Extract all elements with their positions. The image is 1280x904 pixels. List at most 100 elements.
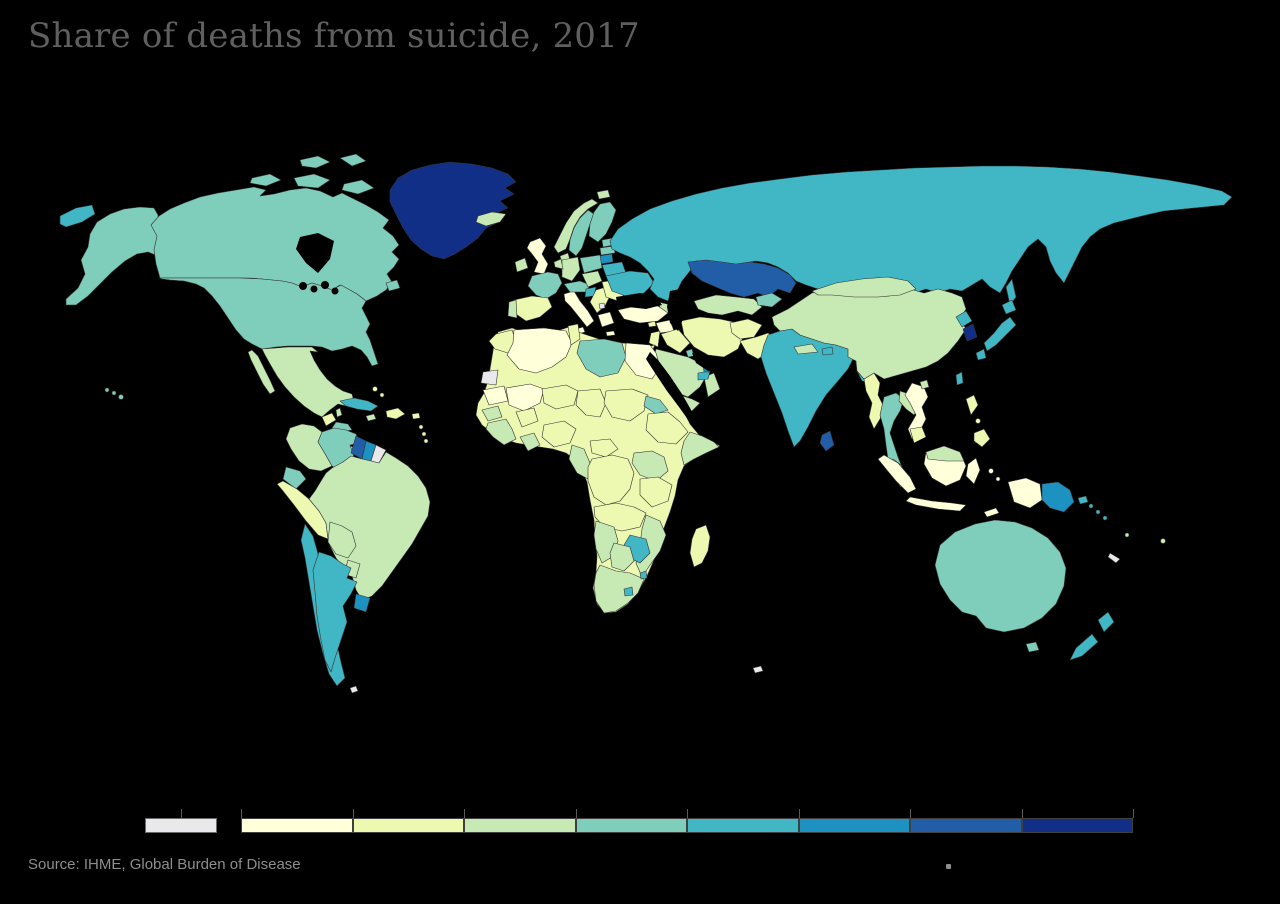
country-peru[interactable]: [276, 480, 329, 540]
country-new-caledonia[interactable]: [1107, 552, 1121, 564]
country-philippines-mindanao[interactable]: [973, 428, 991, 448]
country-united-kingdom[interactable]: [526, 237, 549, 275]
country-senegal[interactable]: [481, 405, 503, 422]
country-eritrea[interactable]: [643, 395, 669, 415]
country-png-new-britain[interactable]: [1077, 495, 1089, 505]
country-sudan[interactable]: [603, 388, 649, 422]
country-usa-hawaii[interactable]: [104, 387, 110, 393]
country-sri-lanka[interactable]: [819, 430, 835, 452]
country-canada-arctic-island[interactable]: [249, 173, 282, 187]
country-russia-sakhalin[interactable]: [1005, 278, 1017, 306]
country-russia-chukotka-fragment[interactable]: [59, 204, 96, 228]
country-kyrgyzstan[interactable]: [755, 292, 783, 308]
country-uruguay[interactable]: [353, 593, 371, 613]
country-taiwan[interactable]: [955, 371, 964, 386]
country-nigeria[interactable]: [541, 420, 577, 448]
country-falkland-islands[interactable]: [349, 685, 359, 694]
country-svalbard[interactable]: [596, 189, 611, 200]
country-dr-congo[interactable]: [587, 454, 635, 506]
country-solomon-islands[interactable]: [1095, 509, 1101, 515]
country-guinea-ivory-coast[interactable]: [485, 418, 517, 446]
country-mali[interactable]: [505, 383, 545, 412]
country-niger[interactable]: [541, 384, 579, 410]
legend-bin-segment[interactable]: [1021, 818, 1133, 833]
country-indonesia-moluccas[interactable]: [988, 468, 994, 474]
country-new-zealand-south[interactable]: [1069, 633, 1099, 661]
country-somalia[interactable]: [680, 431, 720, 466]
country-malaysia-borneo[interactable]: [925, 445, 965, 462]
country-czechia-hungary[interactable]: [581, 270, 603, 288]
country-solomon-islands[interactable]: [1088, 503, 1094, 509]
country-belize[interactable]: [335, 407, 343, 418]
country-guatemala[interactable]: [321, 412, 337, 427]
country-hispaniola[interactable]: [385, 407, 406, 420]
country-burkina-faso[interactable]: [515, 407, 539, 428]
country-japan-honshu[interactable]: [983, 316, 1017, 352]
country-nepal[interactable]: [793, 343, 819, 355]
country-mexico[interactable]: [261, 346, 355, 418]
country-china-hainan[interactable]: [919, 379, 930, 390]
country-norway[interactable]: [553, 198, 599, 254]
legend-bin-segment[interactable]: [798, 818, 910, 833]
country-iceland[interactable]: [475, 211, 507, 227]
country-philippines-luzon[interactable]: [965, 394, 979, 416]
country-japan-kyushu[interactable]: [975, 348, 987, 361]
country-tanzania[interactable]: [639, 476, 673, 508]
country-lesser-antilles[interactable]: [418, 424, 424, 430]
country-japan-hokkaido[interactable]: [1001, 299, 1017, 315]
country-canada-arctic-island[interactable]: [339, 153, 367, 167]
country-south-africa[interactable]: [593, 564, 645, 614]
country-argentina[interactable]: [312, 551, 358, 673]
country-latvia[interactable]: [599, 245, 616, 256]
country-eswatini[interactable]: [639, 570, 648, 580]
country-portugal[interactable]: [507, 299, 518, 319]
country-angola-zambia[interactable]: [593, 502, 647, 532]
country-myanmar[interactable]: [863, 372, 885, 430]
country-france[interactable]: [527, 271, 563, 300]
country-jamaica[interactable]: [365, 413, 377, 422]
country-lesotho[interactable]: [623, 586, 634, 597]
country-western-sahara[interactable]: [480, 369, 499, 386]
country-australia-tasmania[interactable]: [1025, 641, 1040, 653]
country-philippines-visayas[interactable]: [975, 418, 981, 424]
country-canada-arctic-island[interactable]: [299, 155, 331, 169]
country-lesser-antilles[interactable]: [423, 438, 429, 444]
legend-bin-segment[interactable]: [464, 818, 576, 833]
legend-no-data-swatch[interactable]: [145, 818, 217, 833]
country-finland[interactable]: [588, 201, 617, 243]
country-new-zealand-north[interactable]: [1097, 611, 1115, 633]
country-vanuatu[interactable]: [1124, 532, 1130, 538]
legend-bin-segment[interactable]: [910, 818, 1022, 833]
country-iran[interactable]: [680, 316, 745, 358]
country-canada-arctic-island[interactable]: [293, 173, 331, 189]
source-line[interactable]: Source: IHME, Global Burden of Disease: [28, 856, 301, 873]
country-benelux[interactable]: [553, 258, 564, 270]
country-italy[interactable]: [563, 290, 595, 328]
country-mongolia[interactable]: [811, 276, 917, 298]
country-iraq[interactable]: [660, 328, 691, 354]
country-greece[interactable]: [597, 311, 615, 328]
country-usa-hawaii[interactable]: [111, 390, 117, 396]
country-cuba[interactable]: [339, 397, 379, 412]
country-puerto-rico[interactable]: [411, 412, 421, 420]
country-papua-new-guinea[interactable]: [1041, 481, 1075, 513]
country-botswana[interactable]: [609, 542, 635, 572]
legend-bin-segment[interactable]: [241, 818, 353, 833]
country-mexico-baja[interactable]: [247, 349, 276, 395]
country-cambodia[interactable]: [909, 426, 927, 444]
country-kazakhstan[interactable]: [687, 259, 797, 298]
country-australia[interactable]: [934, 519, 1067, 633]
country-bahamas[interactable]: [372, 386, 378, 392]
country-uganda-kenya[interactable]: [631, 450, 669, 482]
country-afghanistan[interactable]: [729, 318, 763, 340]
country-french-southern-territories[interactable]: [752, 665, 764, 674]
country-ethiopia[interactable]: [645, 411, 689, 445]
country-jordan-israel[interactable]: [648, 330, 661, 348]
country-indonesia-papua[interactable]: [1007, 477, 1043, 509]
country-uzbekistan-turkmenistan[interactable]: [693, 294, 763, 316]
country-usa-alaska[interactable]: [65, 206, 159, 306]
country-central-african-republic[interactable]: [589, 438, 619, 458]
country-timor[interactable]: [983, 507, 1000, 518]
country-bhutan[interactable]: [821, 346, 834, 356]
country-canada-arctic-island[interactable]: [341, 179, 375, 195]
